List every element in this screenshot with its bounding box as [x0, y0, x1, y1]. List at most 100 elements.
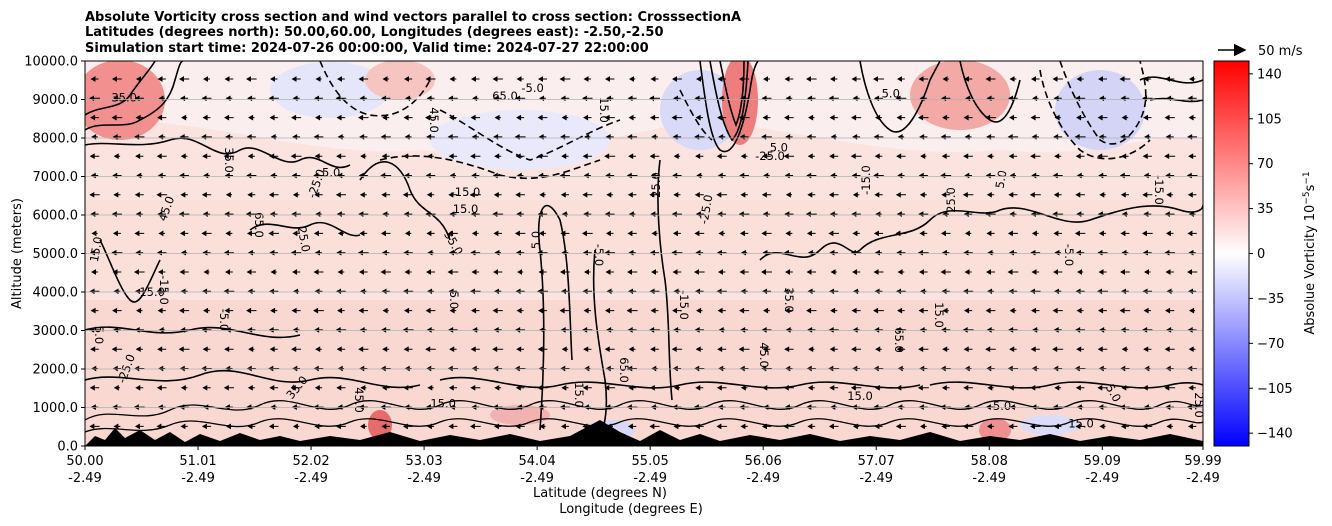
- wind-vector: [1075, 153, 1085, 160]
- wind-vector: [896, 76, 905, 82]
- wind-vector: [449, 307, 457, 314]
- wind-vector: [1008, 191, 1018, 198]
- wind-vector: [740, 191, 748, 198]
- wind-vector: [1166, 191, 1174, 198]
- wind-vector: [135, 76, 143, 82]
- wind-vector: [986, 365, 995, 372]
- x-tick-label-lon: -2.49: [859, 471, 893, 486]
- wind-vector: [448, 191, 458, 198]
- contour-label: 5.0: [882, 87, 900, 101]
- wind-vector: [1031, 365, 1039, 372]
- wind-vector: [1008, 153, 1018, 160]
- wind-vector: [425, 114, 436, 121]
- wind-vector: [111, 346, 123, 353]
- wind-vector: [202, 346, 211, 353]
- wind-vector: [516, 114, 525, 121]
- wind-vector: [425, 269, 435, 275]
- wind-vector: [896, 153, 906, 160]
- wind-vector: [135, 384, 144, 391]
- colorbar-label-exponent-1: −5: [1302, 191, 1312, 204]
- contour-label: 5.0: [92, 326, 106, 344]
- wind-vector: [673, 191, 681, 198]
- wind-vector: [134, 191, 144, 198]
- wind-vector: [896, 384, 906, 391]
- wind-vector: [807, 384, 815, 391]
- wind-vector: [829, 384, 839, 391]
- wind-vector: [583, 76, 592, 82]
- wind-vector: [449, 114, 457, 121]
- contour-line: [85, 418, 1203, 433]
- contour-line: [709, 61, 749, 142]
- wind-vector: [942, 76, 949, 82]
- wind-vector: [1164, 114, 1175, 121]
- wind-vector: [1188, 384, 1196, 391]
- wind-vector: [425, 307, 436, 314]
- wind-vector: [1143, 307, 1151, 314]
- wind-vector: [784, 346, 794, 353]
- wind-vector: [561, 114, 569, 121]
- wind-vector: [493, 191, 502, 198]
- chart-title-line-2: Latitudes (degrees north): 50.00,60.00, …: [85, 25, 664, 40]
- wind-vector: [696, 307, 703, 314]
- wind-vector: [1165, 269, 1174, 275]
- wind-vector: [896, 114, 906, 121]
- field-red-patch-5: [368, 410, 392, 440]
- wind-vector: [336, 114, 346, 121]
- colorbar-tick-label: −140: [1257, 427, 1293, 442]
- wind-vector: [359, 423, 367, 430]
- wind-vector: [561, 384, 569, 391]
- wind-vector: [425, 76, 436, 82]
- wind-vector: [290, 153, 302, 160]
- wind-vector: [314, 423, 323, 430]
- wind-vector: [672, 307, 682, 314]
- y-tick-label: 0.0: [57, 440, 78, 455]
- wind-vector: [583, 346, 592, 353]
- wind-vector: [381, 423, 390, 430]
- wind-vector: [448, 153, 458, 160]
- wind-vector: [672, 269, 682, 275]
- wind-vector: [628, 153, 636, 160]
- wind-vector: [202, 76, 210, 82]
- wind-vector: [830, 269, 837, 275]
- contour-label: 15.0: [87, 235, 105, 263]
- x-tick-label-lat: 52.02: [292, 454, 329, 469]
- wind-vector: [1009, 346, 1017, 353]
- wind-vector: [872, 76, 884, 82]
- wind-vector: [291, 269, 301, 275]
- wind-vector: [1030, 346, 1040, 353]
- wind-vector: [874, 384, 883, 391]
- wind-vector: [269, 346, 278, 353]
- contour-label: -25.0: [697, 193, 716, 225]
- wind-vector: [360, 153, 367, 160]
- contour-label: 25.0: [1192, 392, 1206, 418]
- wind-vector: [1029, 423, 1041, 430]
- wind-vector: [314, 191, 323, 198]
- wind-vector: [852, 191, 860, 198]
- wind-vector: [897, 307, 905, 314]
- contour-label: 25.0: [944, 187, 958, 213]
- wind-vector: [896, 346, 906, 353]
- wind-vector: [180, 423, 188, 430]
- contour-label: 35.0: [111, 90, 137, 104]
- wind-vector: [493, 423, 502, 430]
- wind-vector: [1121, 114, 1129, 121]
- wind-vector: [403, 114, 413, 121]
- contour-label: -5.0: [521, 81, 543, 95]
- wind-vector: [1187, 365, 1197, 372]
- wind-vector: [650, 346, 659, 353]
- contour-label: 25.0: [649, 172, 663, 198]
- wind-vector: [157, 269, 166, 275]
- wind-vector: [270, 307, 278, 314]
- contour-label: -15.0: [1152, 175, 1166, 205]
- wind-vector: [962, 191, 974, 198]
- wind-vector: [672, 230, 681, 237]
- wind-vector: [358, 346, 369, 353]
- wind-vector: [738, 114, 750, 121]
- wind-vector: [516, 269, 524, 275]
- wind-vector: [649, 423, 660, 430]
- wind-vector: [314, 384, 323, 391]
- wind-vector: [762, 153, 771, 160]
- wind-vector: [1052, 269, 1063, 275]
- x-tick-label-lon: -2.49: [407, 471, 441, 486]
- wind-vector: [1031, 269, 1040, 275]
